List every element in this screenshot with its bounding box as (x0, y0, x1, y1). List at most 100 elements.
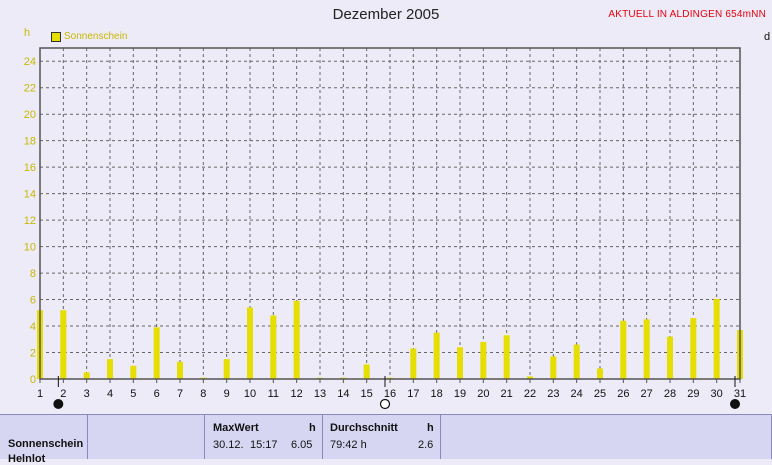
y-tick-label: 20 (24, 109, 36, 121)
x-tick-label: 19 (454, 388, 466, 400)
bar-day-10 (247, 307, 253, 379)
x-tick-label: 13 (314, 388, 326, 400)
day-markers (53, 376, 740, 410)
x-tick-label: 16 (384, 388, 396, 400)
x-tick-label: 4 (107, 388, 113, 400)
avg-unit: h (427, 422, 434, 434)
bar-day-24 (573, 344, 580, 379)
legend-label: Sonnenschein (64, 31, 128, 42)
avg-cell: Durchschnitt h 79:42 h 2.6 (323, 415, 441, 459)
x-tick-label: 11 (268, 388, 279, 400)
x-tick-label: 27 (641, 388, 653, 400)
marker-filled-circle (730, 399, 740, 409)
max-value: 6.05 (291, 439, 313, 451)
bar-day-2 (60, 310, 67, 379)
y-tick-label: 12 (24, 215, 36, 227)
x-tick-label: 23 (547, 388, 559, 400)
x-tick-label: 22 (524, 388, 536, 400)
y-tick-label: 16 (24, 162, 36, 174)
bar-day-11 (270, 315, 277, 379)
x-tick-label: 14 (337, 388, 349, 400)
x-tick-label: 7 (177, 388, 183, 400)
bar-day-17 (410, 348, 417, 379)
x-tick-label: 1 (37, 388, 43, 400)
axes (39, 47, 741, 383)
summary-table: Sonnenschein Helnlot MaxWert h 30.12. 15… (0, 414, 772, 465)
x-tick-label: 26 (617, 388, 629, 400)
bar-day-21 (503, 335, 510, 379)
marker-filled-circle (53, 399, 64, 409)
empty-cell (441, 415, 772, 459)
x-tick-label: 6 (154, 388, 160, 400)
y-tick-label: 14 (24, 189, 36, 201)
max-cell: MaxWert h 30.12. 15:17 6.05 (205, 415, 323, 459)
y-tick-label: 8 (30, 268, 36, 280)
x-tick-label: 18 (431, 388, 443, 400)
grid (40, 48, 740, 379)
y-tick-label: 10 (24, 242, 36, 254)
spacer-cell (88, 415, 205, 459)
y-tick-label: 6 (30, 295, 36, 307)
x-tick-label: 12 (291, 388, 303, 400)
x-tick-label: 2 (60, 388, 66, 400)
marker-open-circle (379, 398, 391, 410)
bar-day-23 (550, 356, 557, 379)
max-unit: h (309, 422, 316, 434)
row-label-cell: Sonnenschein Helnlot (0, 415, 88, 465)
bar-day-12 (293, 300, 300, 379)
chart-title: Dezember 2005 (332, 6, 440, 23)
bar-day-26 (620, 320, 627, 379)
x-tick-label: 25 (594, 388, 606, 400)
bar-day-20 (480, 341, 487, 379)
max-time: 15:17 (250, 439, 278, 451)
row-label-sonnenschein: Sonnenschein (8, 438, 84, 450)
legend: Sonnenschein (51, 31, 127, 42)
x-tick-label: 28 (664, 388, 676, 400)
station-label: AKTUELL IN ALDINGEN 654mNN (608, 9, 766, 20)
x-tick-label: 15 (361, 388, 373, 400)
max-header: MaxWert (213, 422, 259, 434)
bar-day-15 (363, 364, 370, 379)
x-tick-label: 21 (501, 388, 513, 400)
bar-day-3 (83, 372, 90, 379)
bar-day-27 (643, 319, 650, 379)
legend-swatch (51, 31, 61, 42)
x-tick-label: 31 (734, 388, 746, 400)
y-tick-label: 0 (30, 374, 36, 386)
bar-day-9 (223, 359, 230, 379)
x-tick-label: 8 (200, 388, 206, 400)
y-tick-label: 18 (24, 136, 36, 148)
x-tick-label: 17 (407, 388, 419, 400)
bar-day-22 (527, 376, 533, 379)
bar-day-28 (667, 336, 673, 379)
y-tick-label: 24 (24, 56, 36, 68)
bar-day-29 (690, 318, 697, 379)
x-tick-label: 9 (224, 388, 230, 400)
bar-day-5 (130, 365, 137, 379)
bar-day-7 (177, 361, 183, 379)
y-axis-unit: h (24, 27, 31, 39)
x-tick-label: 10 (244, 388, 256, 400)
avg-total: 79:42 h (330, 439, 367, 451)
avg-header: Durchschnitt (330, 422, 398, 434)
bar-day-19 (457, 347, 463, 379)
bar-day-4 (107, 359, 113, 379)
x-tick-label: 29 (687, 388, 699, 400)
y-tick-label: 22 (24, 83, 36, 95)
y-tick-label: 2 (30, 348, 36, 360)
x-tick-label: 24 (571, 388, 583, 400)
edge-letter: d (764, 31, 771, 43)
row-label-second: Helnlot (8, 453, 46, 465)
bar-day-18 (433, 332, 440, 379)
max-date: 30.12. (213, 439, 244, 451)
x-tick-label: 20 (477, 388, 489, 400)
bar-day-25 (597, 368, 603, 379)
bar-day-30 (713, 298, 720, 379)
bar-day-6 (153, 327, 160, 379)
x-tick-label: 3 (84, 388, 90, 400)
avg-value: 2.6 (418, 439, 434, 451)
y-tick-label: 4 (30, 321, 36, 333)
x-tick-label: 5 (130, 388, 136, 400)
